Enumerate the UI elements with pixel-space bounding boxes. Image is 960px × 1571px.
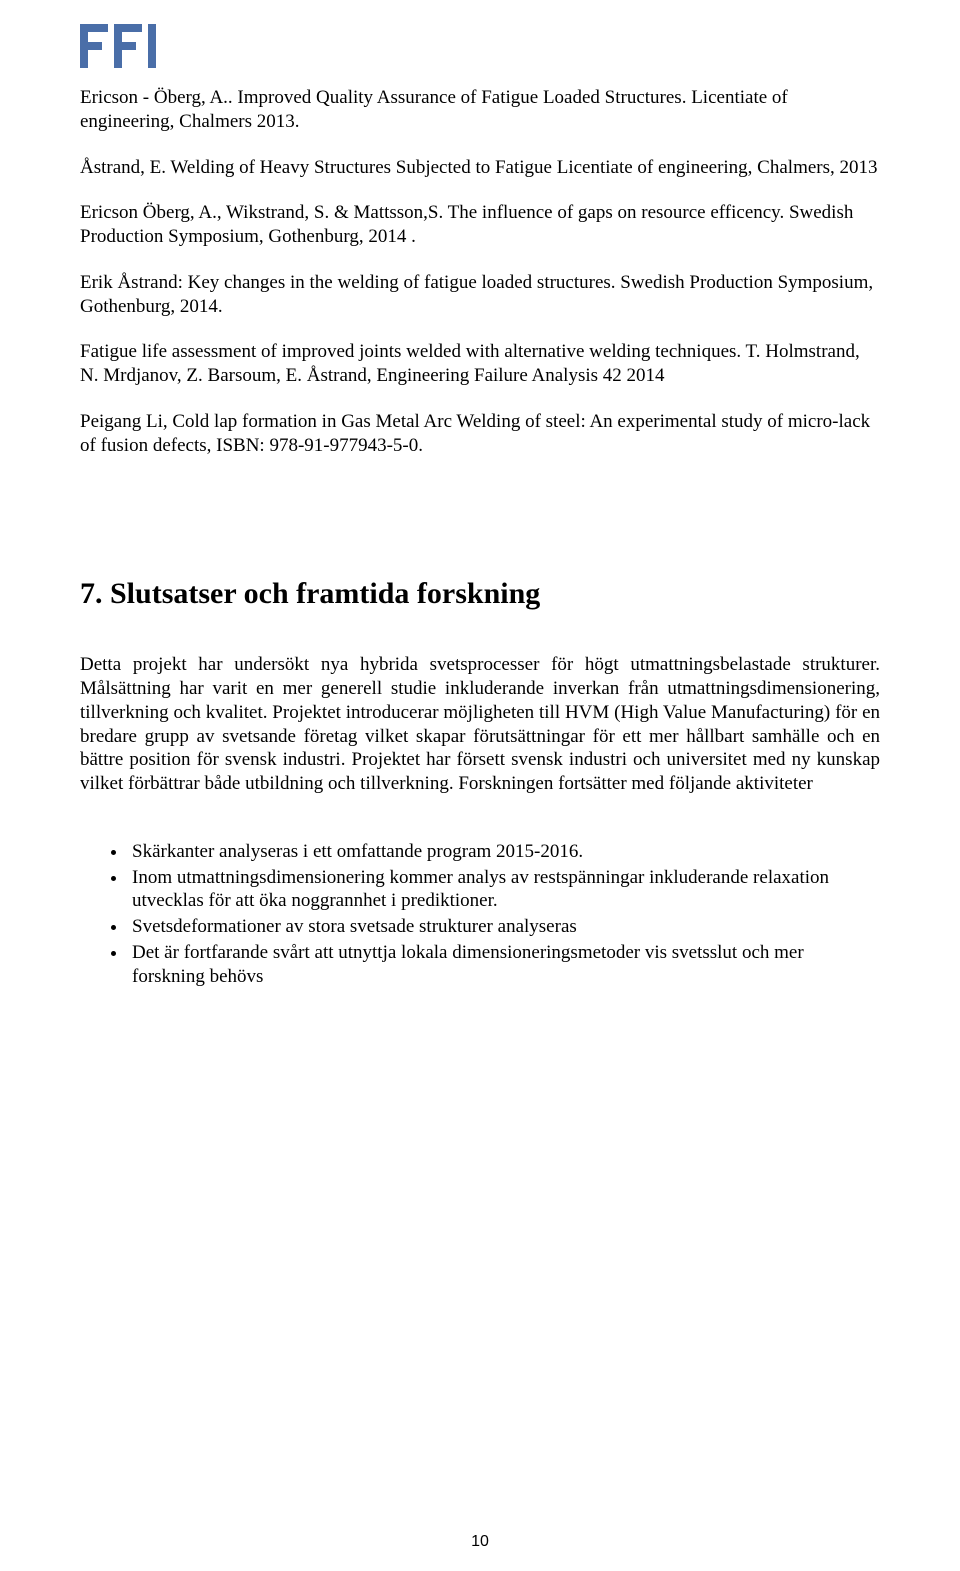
list-item: Inom utmattningsdimensionering kommer an… (128, 866, 880, 914)
page-number: 10 (0, 1533, 960, 1551)
list-item: Det är fortfarande svårt att utnyttja lo… (128, 941, 880, 989)
section-heading: 7. Slutsatser och framtida forskning (80, 577, 880, 611)
reference-3: Ericson Öberg, A., Wikstrand, S. & Matts… (80, 201, 880, 249)
section-body: Detta projekt har undersökt nya hybrida … (80, 653, 880, 796)
bullet-list: Skärkanter analyseras i ett omfattande p… (128, 840, 880, 989)
reference-4: Erik Åstrand: Key changes in the welding… (80, 271, 880, 319)
reference-6: Peigang Li, Cold lap formation in Gas Me… (80, 410, 880, 458)
reference-5: Fatigue life assessment of improved join… (80, 340, 880, 388)
reference-1: Ericson - Öberg, A.. Improved Quality As… (80, 86, 880, 134)
list-item: Svetsdeformationer av stora svetsade str… (128, 915, 880, 939)
ffi-logo (80, 24, 880, 68)
list-item: Skärkanter analyseras i ett omfattande p… (128, 840, 880, 864)
reference-2: Åstrand, E. Welding of Heavy Structures … (80, 156, 880, 180)
